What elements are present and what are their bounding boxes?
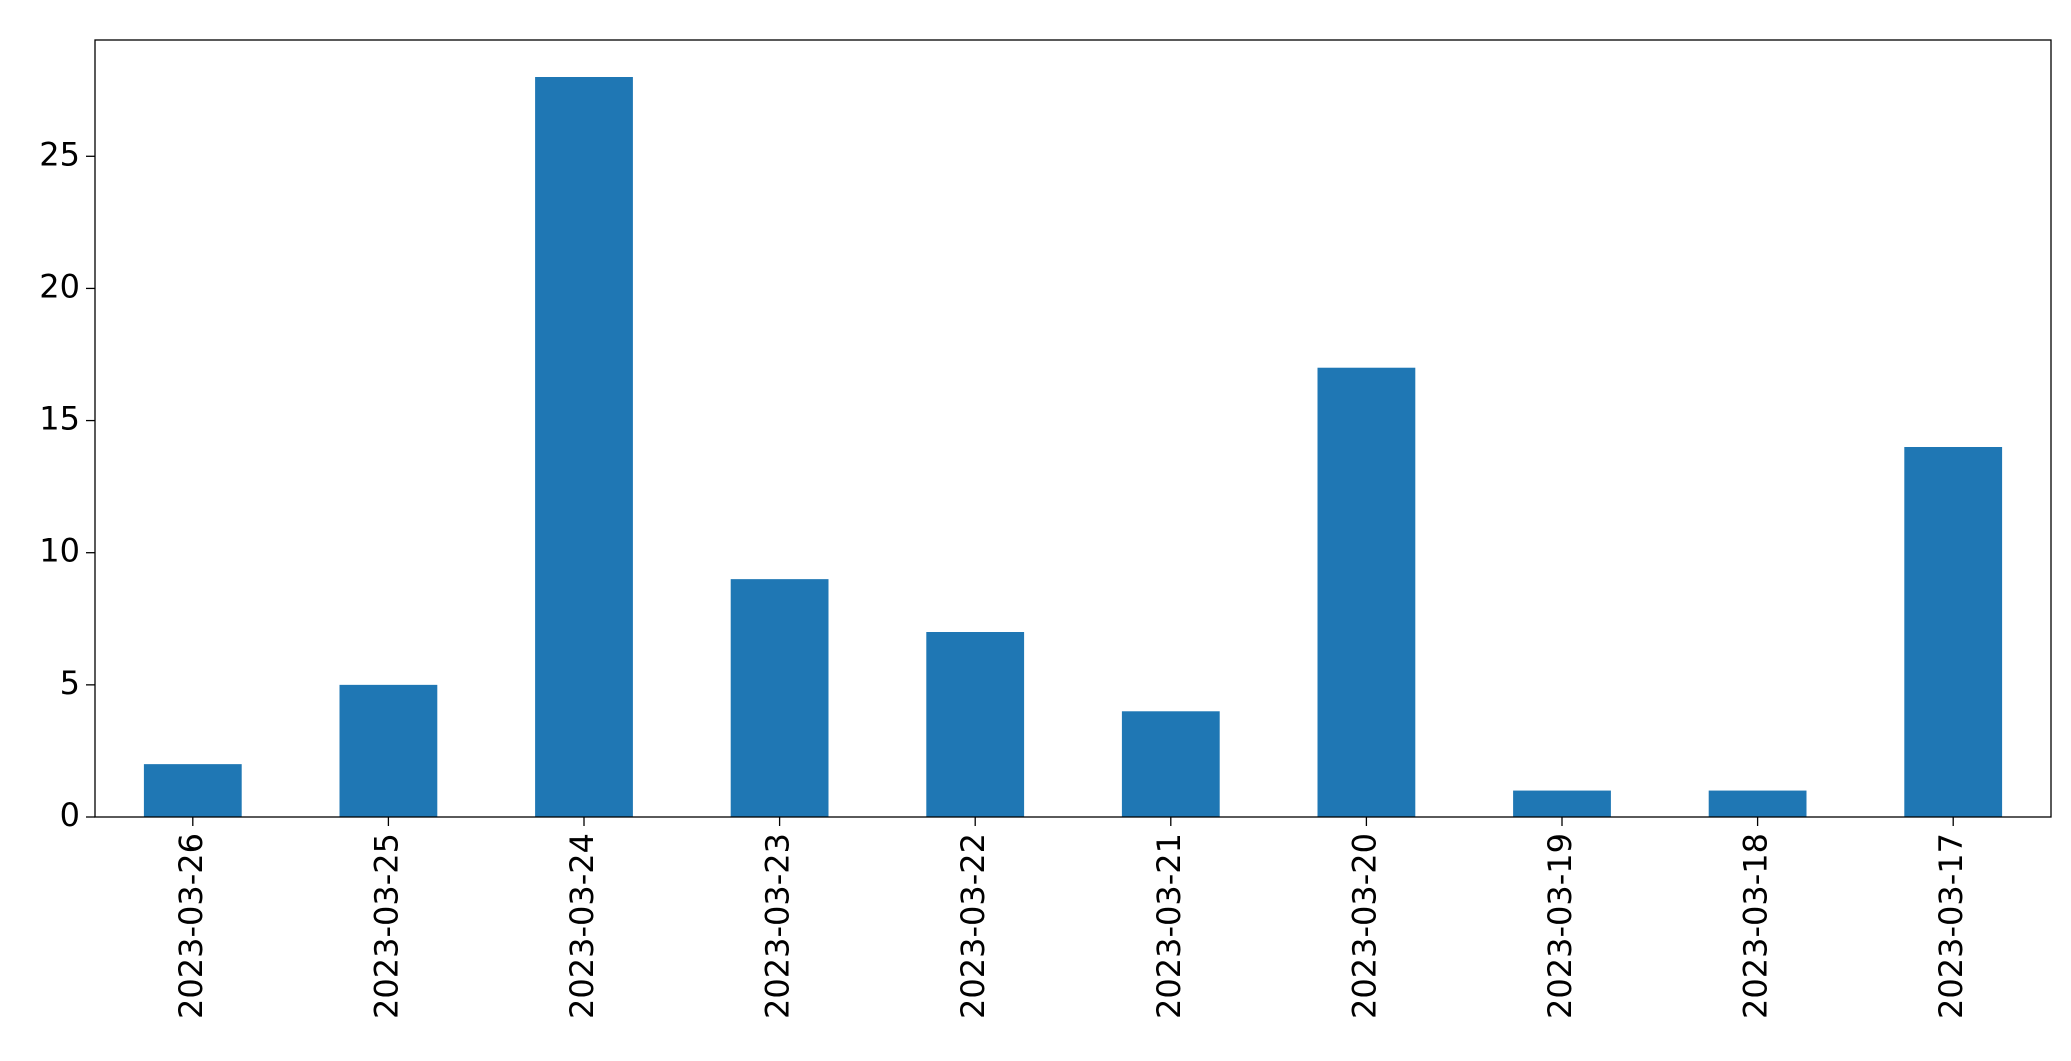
bar <box>1317 367 1416 817</box>
y-tick-label: 20 <box>39 267 80 305</box>
bar <box>926 632 1025 817</box>
x-tick-label: 2023-03-25 <box>367 833 405 1019</box>
y-tick-label: 0 <box>60 796 80 834</box>
bar <box>143 764 242 817</box>
x-tick-label: 2023-03-26 <box>172 833 210 1019</box>
plot-frame <box>94 39 2052 818</box>
x-tick-label: 2023-03-20 <box>1345 833 1383 1019</box>
x-tick-label: 2023-03-17 <box>1932 833 1970 1019</box>
bar <box>1513 790 1611 817</box>
y-tick-label: 15 <box>39 400 80 438</box>
x-tick-label: 2023-03-24 <box>563 833 601 1019</box>
x-tick-label: 2023-03-18 <box>1737 833 1775 1019</box>
bar <box>339 684 438 817</box>
y-tick-label: 10 <box>39 532 80 570</box>
x-tick-label: 2023-03-23 <box>759 833 797 1019</box>
bar <box>535 77 633 817</box>
bar <box>1121 711 1220 817</box>
bar <box>730 579 829 817</box>
x-tick-label: 2023-03-22 <box>954 833 992 1019</box>
x-tick-label: 2023-03-19 <box>1541 833 1579 1019</box>
y-tick-label: 5 <box>60 664 80 702</box>
bar <box>1708 790 1807 817</box>
bar <box>1904 447 2003 817</box>
y-tick-label: 25 <box>39 135 80 173</box>
x-tick-label: 2023-03-21 <box>1150 833 1188 1019</box>
